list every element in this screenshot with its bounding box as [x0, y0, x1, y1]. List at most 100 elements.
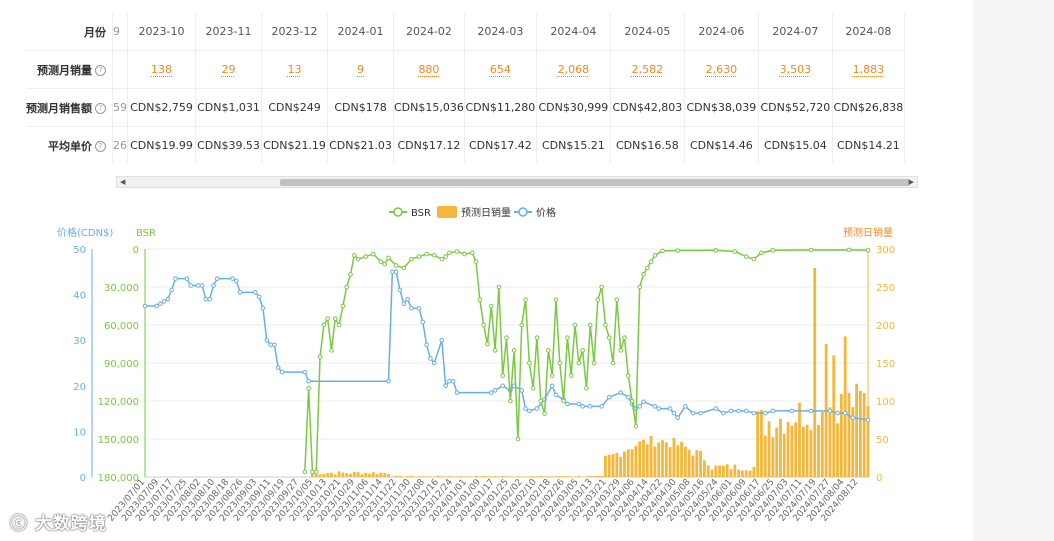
sales-bar: [779, 418, 782, 477]
price-point: [397, 287, 403, 293]
sales-cell[interactable]: 654: [464, 50, 537, 89]
sales-cell[interactable]: 29: [195, 50, 262, 89]
sales-bar: [539, 475, 543, 477]
sales-value[interactable]: 2,582: [631, 63, 664, 76]
sales-cell[interactable]: 1,883: [832, 50, 905, 89]
sales-cell[interactable]: 2,582: [610, 50, 685, 89]
bsr-tick-label: 60,000: [104, 321, 139, 332]
price-cell: CDN$19.99: [127, 126, 196, 163]
price-point: [842, 410, 848, 416]
sales-value[interactable]: 138: [151, 63, 172, 76]
revenue-cell: CDN$178: [327, 88, 394, 127]
sales-value[interactable]: 2,630: [705, 63, 738, 76]
sales-bar: [512, 476, 516, 477]
bsr-point: [553, 297, 559, 302]
sales-value[interactable]: 2,068: [557, 63, 590, 76]
sales-value[interactable]: 29: [221, 63, 236, 76]
sales-bar: [341, 472, 345, 477]
sales-bar: [588, 476, 592, 477]
sales-bar: [409, 475, 413, 477]
table-horizontal-scrollbar[interactable]: ◀ ▶: [116, 176, 918, 188]
question-circle-icon[interactable]: ?: [95, 65, 106, 76]
sales-value[interactable]: 9: [357, 63, 364, 76]
sales-cell[interactable]: 880: [393, 50, 465, 89]
price-point: [256, 294, 262, 300]
bsr-point: [431, 253, 437, 258]
legend-item-price[interactable]: 价格: [514, 206, 556, 219]
price-tick-label: 30: [73, 336, 86, 347]
scrollbar-thumb[interactable]: [280, 179, 910, 186]
question-circle-icon[interactable]: ?: [95, 103, 106, 114]
bsr-point: [519, 322, 525, 328]
sales-cell[interactable]: 13: [261, 50, 328, 89]
sales-bar: [444, 476, 448, 477]
sales-value[interactable]: 13: [287, 63, 302, 76]
sales-bar: [801, 426, 805, 477]
bsr-point: [443, 254, 448, 259]
scroll-right-arrow-icon[interactable]: ▶: [908, 178, 914, 186]
month-header: 2024-03: [464, 13, 537, 51]
month-header: 2023-10: [127, 13, 196, 51]
sales-bar: [744, 470, 748, 477]
bsr-point: [447, 250, 452, 256]
sales-bar: [771, 437, 775, 477]
sales-value[interactable]: 1,883: [852, 63, 885, 76]
cut-month-cell: 9: [112, 13, 128, 51]
price-point: [420, 319, 426, 325]
sales-bar: [451, 476, 455, 477]
legend-item-daily-sales[interactable]: 预测日销量: [437, 206, 511, 219]
sales-cell[interactable]: 3,503: [758, 50, 833, 89]
chart-legend[interactable]: BSR 预测日销量 价格: [389, 206, 556, 219]
sales-cell[interactable]: 138: [127, 50, 196, 89]
scroll-left-arrow-icon[interactable]: ◀: [120, 178, 126, 186]
bsr-point: [713, 247, 719, 253]
sales-bar: [554, 476, 558, 477]
bsr-point: [865, 247, 871, 253]
price-point: [492, 388, 498, 393]
sales-bar: [794, 422, 798, 477]
bsr-point: [565, 335, 570, 340]
sales-bar: [737, 469, 741, 477]
sales-bar: [463, 476, 467, 477]
sales-bar: [318, 474, 322, 477]
sales-tick-label: 150: [876, 359, 895, 370]
bsr-point: [572, 322, 578, 328]
bsr-point: [485, 341, 490, 347]
revenue-cell: CDN$42,803: [610, 88, 685, 127]
sales-value[interactable]: 880: [418, 63, 440, 76]
price-point: [667, 406, 673, 411]
sales-bar: [706, 465, 710, 477]
sales-bar: [752, 466, 756, 477]
sales-bar: [649, 435, 653, 477]
sales-value[interactable]: 654: [489, 63, 511, 76]
legend-item-bsr[interactable]: BSR: [389, 207, 431, 219]
sales-bar: [664, 442, 668, 477]
sales-tick-label: 50: [876, 435, 889, 446]
sales-bar: [375, 474, 379, 477]
bsr-point: [538, 398, 544, 404]
sales-bar: [718, 465, 721, 477]
bsr-tick-label: 180,000: [98, 473, 139, 484]
bsr-tick-label: 150,000: [98, 435, 139, 446]
bsr-point: [633, 424, 639, 429]
price-tick-label: 10: [73, 427, 86, 438]
sales-bar: [311, 472, 314, 477]
price-point: [827, 408, 833, 414]
sales-bar: [710, 469, 714, 477]
sales-bar: [839, 393, 843, 477]
price-cell: CDN$39.53: [195, 126, 262, 163]
price-point: [671, 410, 677, 416]
question-circle-icon[interactable]: ?: [95, 141, 106, 152]
sales-cell[interactable]: 2,630: [684, 50, 759, 89]
sales-bar: [478, 476, 482, 477]
watermark-text: 大数跨境: [34, 514, 107, 534]
price-point: [390, 269, 395, 275]
month-header: 2024-06: [684, 13, 759, 51]
price-point: [393, 269, 399, 275]
sales-cell[interactable]: 2,068: [536, 50, 611, 89]
price-point: [553, 392, 559, 398]
price-point: [576, 401, 582, 407]
sales-cell[interactable]: 9: [327, 50, 394, 89]
price-point: [237, 290, 243, 295]
sales-value[interactable]: 3,503: [779, 63, 812, 76]
